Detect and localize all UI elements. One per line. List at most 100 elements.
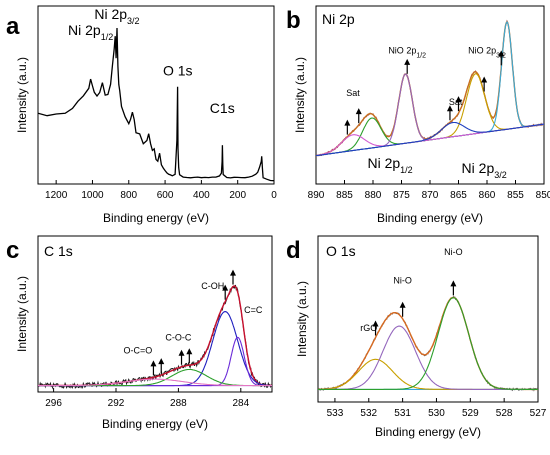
plot-title-c: C 1s	[44, 243, 73, 259]
x-tick-label: 530	[428, 408, 445, 419]
peak-arrow	[186, 348, 193, 364]
y-axis-label-b: Intensity (a.u.)	[293, 57, 307, 133]
peak-arrow	[446, 105, 453, 121]
y-axis-label-d: Intensity (a.u.)	[295, 281, 309, 357]
plot-frame-a	[37, 5, 275, 185]
x-tick-label: 528	[496, 408, 513, 419]
peak-annotation: C-O-C	[165, 333, 191, 343]
series-line-component	[316, 117, 544, 157]
peak-annotation: Sat	[346, 88, 360, 98]
series-line-component	[318, 358, 538, 390]
x-tick-labels-a: 1200 1000 800 600 400 200 0	[45, 180, 277, 201]
peak-arrow	[230, 269, 236, 285]
peak-annotation: Ni 2p1/2	[68, 22, 113, 42]
series-line-component	[318, 297, 538, 390]
peak-annotation: Sat	[449, 97, 463, 107]
x-tick-label: 600	[157, 190, 174, 201]
x-tick-label: 890	[308, 190, 325, 201]
peak-annotation: C1s	[210, 100, 235, 116]
x-tick-label: 527	[530, 408, 547, 419]
panel-label-d: d	[286, 237, 301, 264]
plot-frame-d	[317, 235, 539, 403]
peak-annotation: NiO 2p1/2	[388, 45, 426, 59]
x-tick-label: 296	[45, 398, 62, 409]
x-tick-label: 870	[422, 190, 439, 201]
plot-frame-c	[37, 235, 273, 393]
x-tick-label: 865	[450, 190, 467, 201]
panel-label-b: b	[286, 7, 301, 34]
peak-arrow	[455, 96, 462, 112]
x-tick-label: 292	[108, 398, 125, 409]
x-tick-label: 0	[271, 190, 277, 201]
x-axis-label-c: Binding energy (eV)	[102, 417, 208, 431]
x-tick-labels-b: 890 885 880 875 870 865 860 855 850	[308, 180, 550, 201]
peak-arrow	[450, 280, 457, 296]
series-line-component	[316, 73, 544, 157]
plot-title-d: O 1s	[326, 243, 356, 259]
annotations-a: Ni 2p1/2Ni 2p3/2 O 1s C1s	[68, 6, 235, 116]
peak-annotation: C-OH	[201, 281, 224, 291]
series-line-component	[38, 336, 272, 387]
x-tick-label: 885	[336, 190, 353, 201]
peak-arrow	[150, 360, 157, 376]
x-tick-label: 855	[507, 190, 524, 201]
x-tick-labels-c: 296 292 288 284	[45, 388, 250, 409]
panel-a: a 1200 1000 800 600 400 200 0 Ni 2p1/2Ni 2p3/2…	[6, 5, 277, 225]
x-tick-label: 529	[462, 408, 479, 419]
series-line-component	[318, 325, 538, 390]
peak-annotation: Ni-O	[444, 247, 463, 257]
x-axis-label-d: Binding energy (eV)	[375, 425, 481, 439]
peak-annotation: Ni 2p1/2	[367, 155, 412, 175]
peak-annotation: rGO	[360, 323, 377, 333]
x-tick-label: 860	[479, 190, 496, 201]
peak-arrow	[399, 301, 406, 317]
x-tick-label: 1000	[81, 190, 104, 201]
panel-c: c C 1s 296 292 288 284 C-OH C=C C-O-C O-C=O Bi…	[6, 235, 273, 431]
panel-b: b Ni 2p 890 885 880 875 870 865 860 855 850 Sat N…	[286, 5, 550, 225]
annotations-c: C-OH C=C C-O-C O-C=O	[123, 269, 263, 376]
y-axis-label-a: Intensity (a.u.)	[15, 57, 29, 133]
peak-arrow	[355, 108, 362, 124]
peak-arrow	[222, 284, 229, 300]
peak-annotation: O 1s	[163, 63, 193, 79]
x-tick-label: 531	[394, 408, 411, 419]
peak-arrow	[158, 358, 165, 374]
annotations-b: Sat NiO 2p1/2 Sat NiO 2p3/2 Ni 2p1/2 Ni 2p3/2	[344, 45, 507, 180]
series-line-component	[316, 121, 544, 157]
y-axis-label-c: Intensity (a.u.)	[15, 276, 29, 352]
x-tick-label: 880	[365, 190, 382, 201]
x-tick-label: 532	[360, 408, 377, 419]
x-axis-label-b: Binding energy (eV)	[377, 211, 483, 225]
x-tick-label: 875	[393, 190, 410, 201]
x-tick-label: 850	[536, 190, 550, 201]
x-tick-label: 533	[327, 408, 344, 419]
x-tick-label: 1200	[45, 190, 68, 201]
series-line-component	[316, 73, 544, 157]
peak-annotation: Ni 2p3/2	[94, 6, 139, 26]
x-tick-label: 400	[193, 190, 210, 201]
peak-arrow	[178, 349, 185, 365]
panel-label-c: c	[6, 237, 19, 264]
survey-spectrum-line	[38, 27, 274, 182]
peak-arrow	[372, 320, 379, 336]
x-tick-label: 284	[232, 398, 249, 409]
plot-title-b: Ni 2p	[322, 11, 355, 27]
annotations-d: rGO Ni-O Ni-O	[360, 247, 463, 336]
panel-label-a: a	[6, 13, 20, 40]
peak-annotation: NiO 2p3/2	[468, 45, 506, 59]
peak-annotation: Ni 2p3/2	[462, 160, 507, 180]
x-axis-label-a: Binding energy (eV)	[103, 211, 209, 225]
x-tick-label: 800	[120, 190, 137, 201]
x-tick-label: 200	[229, 190, 246, 201]
peak-arrow	[498, 50, 505, 66]
peak-annotation: O-C=O	[123, 345, 152, 355]
peak-annotation: C=C	[244, 305, 263, 315]
peak-arrow	[404, 58, 411, 74]
peak-arrow	[344, 119, 351, 135]
x-tick-label: 288	[170, 398, 187, 409]
series-line-component	[38, 378, 272, 387]
peak-annotation: Ni-O	[393, 275, 412, 285]
peak-arrow	[481, 76, 488, 92]
x-tick-labels-d: 533 532 531 530 529 528 527	[327, 398, 547, 419]
